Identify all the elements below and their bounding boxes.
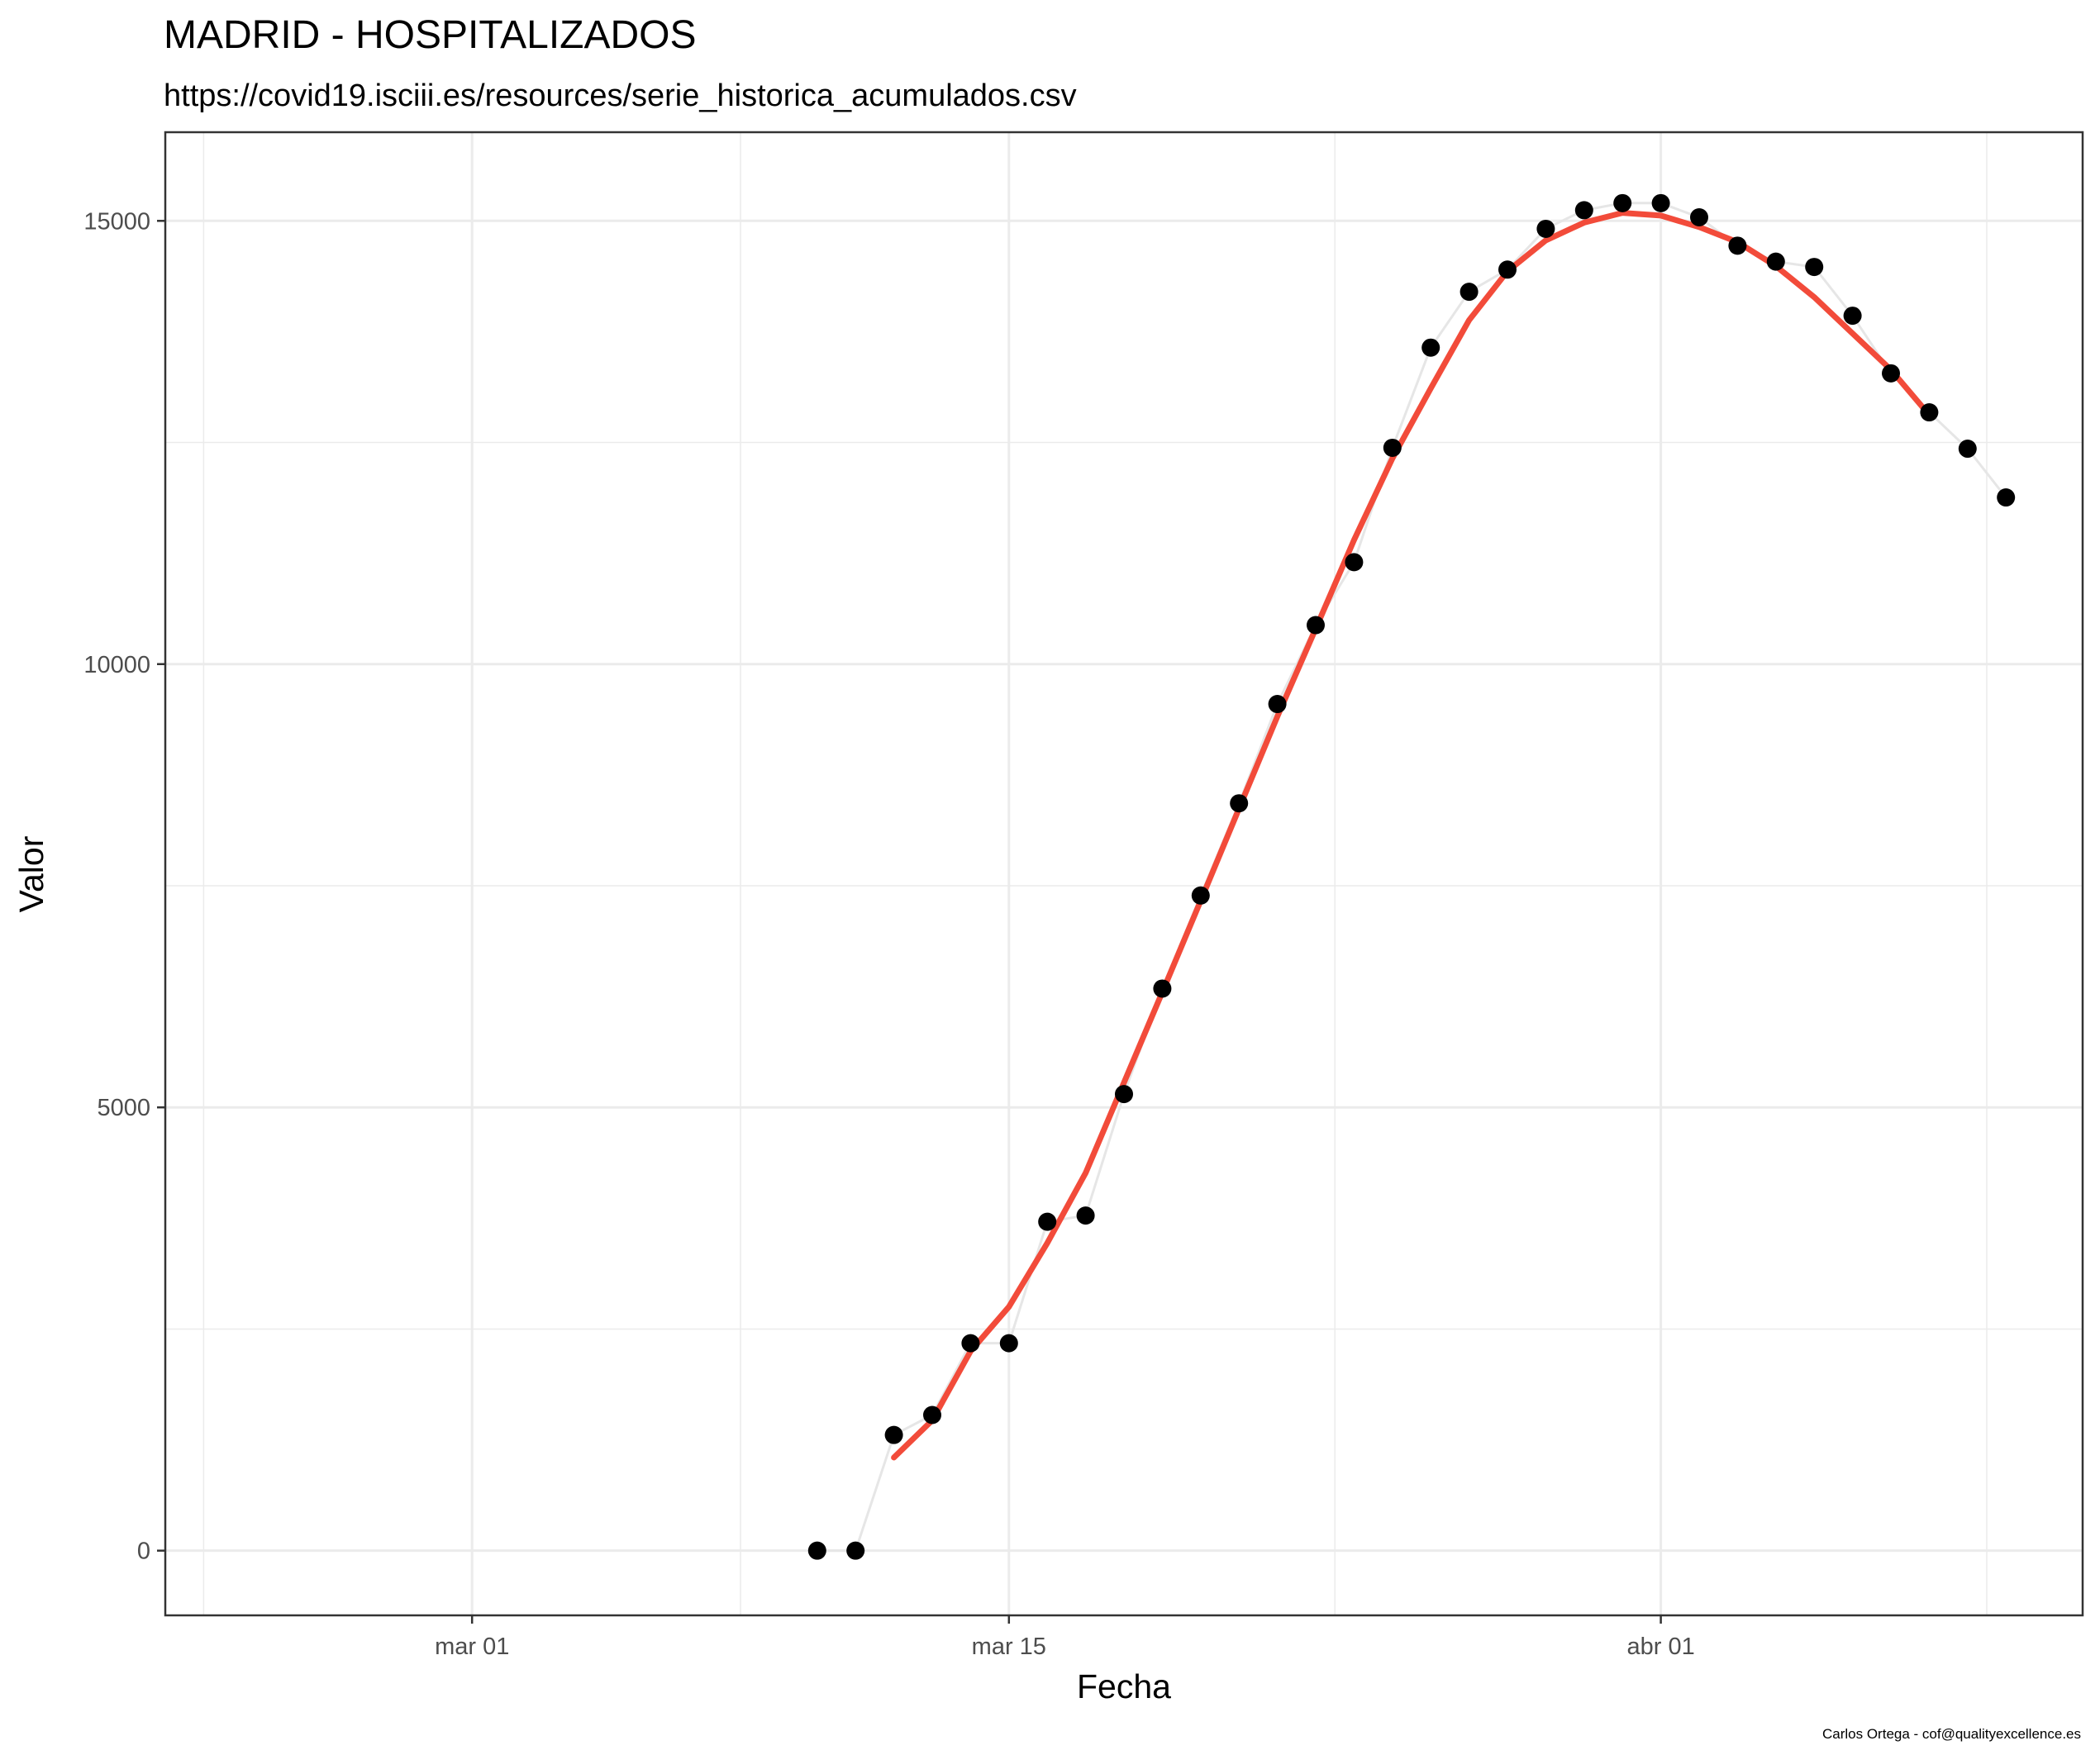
- data-point: [1728, 236, 1747, 255]
- chart-caption: Carlos Ortega - cof@qualityexcellence.es: [1822, 1726, 2081, 1742]
- smooth-line-path: [891, 210, 1932, 1461]
- y-tick-label: 15000: [83, 208, 150, 235]
- x-axis-title: Fecha: [1077, 1667, 1171, 1705]
- data-point: [1153, 979, 1172, 998]
- data-point: [1498, 260, 1517, 279]
- data-point: [1038, 1212, 1057, 1231]
- data-point: [1651, 193, 1670, 212]
- grid-lines: [165, 132, 2083, 1615]
- data-point: [1882, 364, 1900, 383]
- data-point: [1766, 252, 1785, 271]
- data-point: [807, 1541, 826, 1560]
- data-point: [1191, 886, 1210, 905]
- data-point: [1345, 553, 1364, 572]
- data-point: [1805, 258, 1824, 277]
- data-point: [1920, 403, 1939, 422]
- data-point: [1997, 488, 2016, 507]
- data-point: [1268, 695, 1287, 714]
- data-point: [1843, 307, 1862, 326]
- data-point: [1958, 440, 1977, 459]
- y-axis-title: Valor: [12, 836, 50, 913]
- data-point: [1574, 201, 1593, 220]
- data-point: [961, 1334, 980, 1353]
- x-tick-label: abr 01: [1626, 1634, 1694, 1660]
- y-tick-label: 10000: [83, 652, 150, 678]
- smoothed-series-line: [891, 210, 1932, 1461]
- data-point: [1536, 219, 1555, 238]
- plot-background: [165, 132, 2083, 1615]
- data-point: [1230, 794, 1249, 813]
- data-point: [1421, 338, 1440, 357]
- data-point: [999, 1334, 1018, 1353]
- data-point: [1115, 1085, 1133, 1104]
- chart-subtitle: https://covid19.isciii.es/resources/seri…: [164, 78, 1077, 113]
- data-point: [1383, 438, 1402, 457]
- data-point: [1460, 283, 1479, 302]
- chart-title: MADRID - HOSPITALIZADOS: [164, 13, 697, 57]
- y-tick-label: 5000: [97, 1095, 150, 1121]
- x-tick-label: mar 15: [972, 1634, 1046, 1660]
- x-tick-label: mar 01: [435, 1634, 509, 1660]
- data-point: [1076, 1206, 1095, 1225]
- data-point: [1690, 208, 1708, 227]
- data-points: [807, 193, 2016, 1560]
- x-axis-ticks: mar 01 mar 15 abr 01: [435, 1615, 1695, 1660]
- y-axis-ticks: 0 5000 10000 15000: [83, 208, 165, 1565]
- plot-border: [164, 131, 2084, 1617]
- data-point: [923, 1405, 941, 1424]
- y-tick-label: 0: [137, 1539, 150, 1565]
- data-point: [1613, 193, 1632, 212]
- data-point: [846, 1541, 865, 1560]
- data-point: [884, 1425, 903, 1444]
- data-point: [1307, 616, 1325, 635]
